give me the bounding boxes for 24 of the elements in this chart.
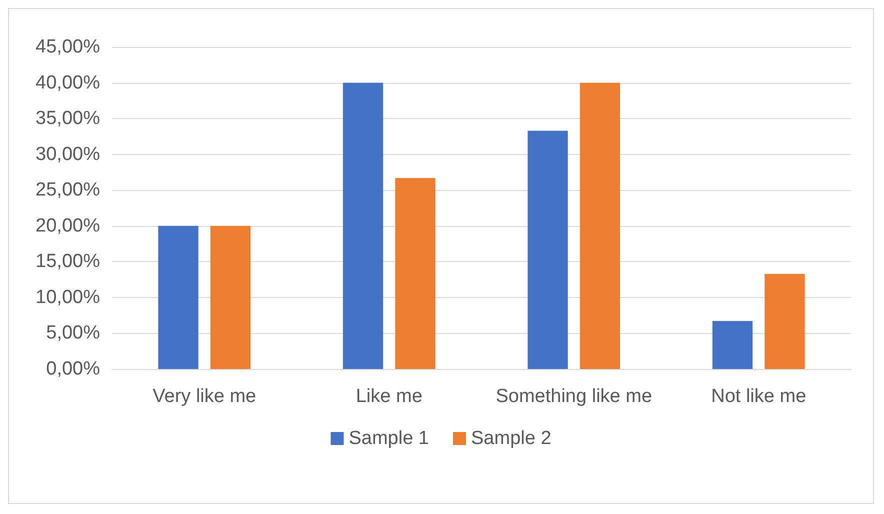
bar xyxy=(395,178,436,369)
y-tick-label: 45,00% xyxy=(36,36,100,58)
y-tick-label: 40,00% xyxy=(36,72,100,94)
bar xyxy=(528,130,568,369)
y-tick-label: 10,00% xyxy=(36,286,100,308)
x-tick-label: Not like me xyxy=(711,386,806,407)
x-tick-label: Like me xyxy=(356,386,422,407)
x-tick-label: Something like me xyxy=(496,386,652,407)
y-tick-label: 20,00% xyxy=(36,215,100,236)
y-tick-label: 15,00% xyxy=(36,251,100,272)
y-tick-label: 0,00% xyxy=(46,358,100,380)
legend-label: Sample 1 xyxy=(348,428,430,449)
bar xyxy=(342,82,384,369)
bar xyxy=(764,274,805,369)
bar xyxy=(158,226,198,369)
bar xyxy=(210,226,251,369)
legend-label: Sample 2 xyxy=(471,428,552,449)
y-tick-label: 30,00% xyxy=(36,144,100,165)
y-tick-label: 35,00% xyxy=(36,108,100,130)
y-tick-label: 5,00% xyxy=(46,322,100,344)
bar xyxy=(580,82,620,369)
x-tick-label: Very like me xyxy=(152,386,256,407)
y-tick-label: 25,00% xyxy=(36,180,100,201)
bar xyxy=(712,321,753,369)
